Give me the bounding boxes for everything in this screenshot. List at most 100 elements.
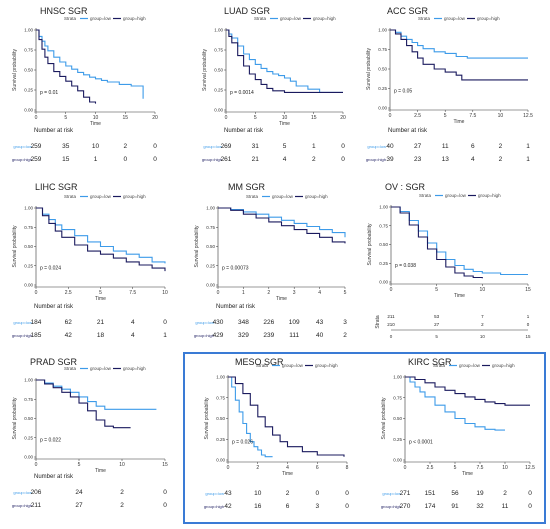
km-hnsc-title: HNSC SGR bbox=[40, 6, 88, 16]
km-meso-xtick-label: 2 bbox=[256, 465, 259, 471]
km-mm-curve-high bbox=[218, 207, 346, 244]
km-kirc-legend-strata: Strata bbox=[433, 363, 446, 368]
km-ov-risk-cell: 1 bbox=[527, 314, 530, 319]
km-lihc-xtick-label: 5 bbox=[99, 290, 102, 296]
km-kirc-ytick-label: 0.00 bbox=[393, 458, 402, 463]
km-mm-xtick-label: 3 bbox=[293, 290, 296, 296]
km-meso-xlabel: Time bbox=[282, 471, 293, 477]
km-hnsc-curve-high bbox=[36, 29, 97, 104]
km-acc-title: ACC SGR bbox=[387, 6, 429, 16]
km-acc-ytick-label: 0.25 bbox=[378, 86, 387, 91]
km-luad-legend-high: group=high bbox=[313, 16, 336, 21]
km-kirc-xtick-label: 10 bbox=[502, 465, 508, 471]
km-luad-title: LUAD SGR bbox=[224, 6, 271, 16]
km-kirc-curve-low bbox=[405, 376, 505, 431]
km-kirc-risk-cell: 11 bbox=[502, 503, 509, 510]
km-ov-legend-low: group=low bbox=[445, 193, 467, 198]
km-luad-ytick-label: 0.75 bbox=[214, 48, 223, 53]
km-mm-ytick-label: 1.00 bbox=[206, 206, 215, 211]
km-luad-risk-cell: 0 bbox=[341, 143, 345, 150]
km-acc-risk-cell: 27 bbox=[414, 143, 422, 150]
km-mm-risk-cell: 430 bbox=[213, 319, 224, 326]
km-kirc-ytick-label: 0.50 bbox=[393, 416, 402, 421]
km-meso-risk-label: group=high bbox=[204, 504, 224, 509]
km-acc-ylabel: Survival probability bbox=[366, 48, 372, 90]
km-luad-risk-cell: 5 bbox=[283, 143, 287, 150]
km-hnsc-xtick-label: 15 bbox=[122, 115, 128, 121]
km-luad-legend-strata: Strata bbox=[254, 16, 267, 21]
km-hnsc-ytick-label: 0.50 bbox=[24, 68, 33, 73]
km-luad-curve-low bbox=[226, 29, 343, 93]
km-luad-ytick-label: 0.25 bbox=[214, 88, 223, 93]
km-luad-risk-cell: 1 bbox=[312, 143, 316, 150]
km-prad-curve-high bbox=[36, 379, 131, 429]
km-lihc-xtick-label: 0 bbox=[35, 290, 38, 296]
km-acc-risk-cell: 13 bbox=[442, 156, 450, 163]
km-mm-xtick-label: 1 bbox=[242, 290, 245, 296]
km-luad-risk-cell: 21 bbox=[252, 156, 260, 163]
km-prad-risk-cell: 2 bbox=[120, 502, 124, 509]
km-lihc-curve-high bbox=[36, 207, 166, 272]
km-hnsc-ytick-label: 0.00 bbox=[24, 108, 33, 113]
km-luad-risk-label: group=low bbox=[203, 144, 222, 149]
km-meso-title: MESO SGR bbox=[235, 357, 284, 367]
km-meso-xtick-label: 8 bbox=[346, 465, 349, 471]
km-kirc-xlabel: Time bbox=[462, 471, 473, 477]
km-lihc-curve-low bbox=[36, 207, 166, 264]
km-kirc-xtick-label: 5 bbox=[454, 465, 457, 471]
km-luad-xlabel: Time bbox=[279, 121, 290, 127]
km-acc-risk-cell: 40 bbox=[386, 143, 394, 150]
km-acc-xtick-label: 2.5 bbox=[414, 113, 421, 119]
km-acc-risk-cell: 23 bbox=[414, 156, 422, 163]
km-kirc-risk-cell: 270 bbox=[400, 503, 411, 510]
km-prad-ylabel: Survival probability bbox=[12, 397, 18, 439]
km-hnsc-risk-cell: 1 bbox=[94, 156, 98, 163]
km-lihc-legend-strata: Strata bbox=[64, 194, 77, 199]
km-mm-risk-cell: 329 bbox=[238, 332, 249, 339]
km-lihc-risk-cell: 0 bbox=[163, 319, 167, 326]
km-lihc-legend-low: group=low bbox=[90, 194, 112, 199]
km-lihc-risk-cell: 18 bbox=[97, 332, 105, 339]
km-lihc-risk-cell: 62 bbox=[65, 319, 73, 326]
km-mm-legend-strata: Strata bbox=[246, 194, 259, 199]
km-ov-xtick-label: 5 bbox=[435, 287, 438, 293]
km-acc-curve-low bbox=[390, 29, 528, 59]
km-luad-risk-title: Number at risk bbox=[224, 128, 264, 134]
km-acc-xtick-label: 12.5 bbox=[523, 113, 533, 119]
km-kirc-risk-cell: 151 bbox=[425, 490, 436, 497]
km-acc-risk-label: group=high bbox=[366, 157, 386, 162]
km-acc-xtick-label: 10 bbox=[498, 113, 504, 119]
km-prad-xtick-label: 15 bbox=[162, 462, 168, 468]
km-hnsc-risk-cell: 0 bbox=[153, 143, 157, 150]
km-prad-legend-low: group=low bbox=[90, 366, 112, 371]
km-meso-curve-high bbox=[228, 376, 345, 457]
km-ov-xlabel: Time bbox=[454, 293, 465, 299]
km-kirc-curve-high bbox=[405, 376, 530, 406]
km-lihc-risk-cell: 185 bbox=[31, 332, 42, 339]
km-kirc-risk-label: group=high bbox=[381, 504, 401, 509]
km-hnsc-risk-label: group=high bbox=[12, 157, 32, 162]
km-prad-legend-high: group=high bbox=[123, 366, 146, 371]
km-hnsc-risk-cell: 35 bbox=[62, 143, 70, 150]
km-meso-legend-high: group=high bbox=[315, 363, 338, 368]
km-hnsc-legend-high: group=high bbox=[123, 16, 146, 21]
km-ov-risk-cell: 211 bbox=[387, 314, 395, 319]
km-acc-risk-cell: 6 bbox=[471, 143, 475, 150]
km-acc-xtick-label: 5 bbox=[444, 113, 447, 119]
km-lihc-xtick-label: 2.5 bbox=[65, 290, 72, 296]
km-meso-xtick-label: 4 bbox=[286, 465, 289, 471]
km-mm-ytick-label: 0.00 bbox=[206, 283, 215, 288]
km-acc-ytick-label: 0.00 bbox=[378, 106, 387, 111]
km-luad-pvalue: p = 0.0014 bbox=[230, 90, 254, 96]
km-hnsc-legend-low: group=low bbox=[90, 16, 112, 21]
km-hnsc-pvalue: p = 0.01 bbox=[40, 90, 58, 96]
km-prad-ytick-label: 0.75 bbox=[24, 397, 33, 402]
km-mm-risk-cell: 109 bbox=[289, 319, 300, 326]
km-ov-risk-xtick-label: 10 bbox=[480, 334, 486, 339]
km-luad-xtick-label: 0 bbox=[225, 115, 228, 121]
km-prad-xtick-label: 10 bbox=[119, 462, 125, 468]
km-kirc-xtick-label: 12.5 bbox=[525, 465, 535, 471]
km-luad-risk-cell: 4 bbox=[283, 156, 287, 163]
km-mm-risk-cell: 2 bbox=[343, 332, 347, 339]
